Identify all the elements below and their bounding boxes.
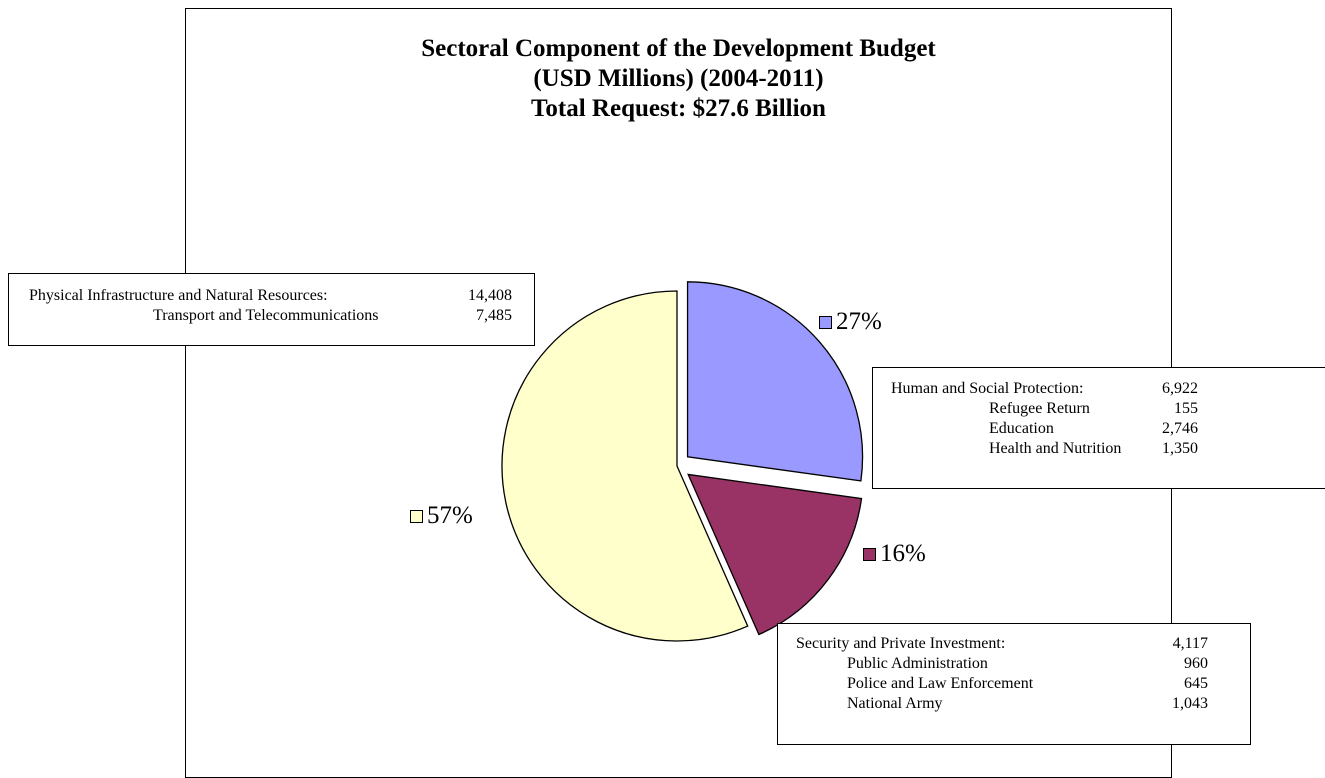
annotation-human-row-2-name: Education [989, 420, 1054, 437]
annotation-security-row-2-value: 645 [1184, 675, 1208, 692]
annotation-security-row-1-value: 960 [1184, 655, 1208, 672]
percent-label-physical-text: 57% [427, 502, 473, 529]
annotation-box-security: Security and Private Investment: 4,117 P… [777, 623, 1251, 745]
annotation-human-row-0-name: Human and Social Protection: [891, 380, 1084, 397]
percent-label-human-text: 27% [836, 308, 882, 335]
swatch-security [863, 547, 876, 561]
percent-label-physical: 57% [410, 502, 473, 530]
annotation-human-row-3-name: Health and Nutrition [989, 440, 1122, 457]
annotation-human-row-2-value: 2,746 [1162, 420, 1198, 437]
annotation-physical-row-0-name: Physical Infrastructure and Natural Reso… [29, 287, 328, 304]
swatch-physical [410, 509, 423, 523]
annotation-security-row-0-name: Security and Private Investment: [796, 635, 1006, 652]
chart-title-block: Sectoral Component of the Development Bu… [185, 34, 1172, 124]
annotation-box-human: Human and Social Protection: 6,922 Refug… [872, 367, 1325, 489]
annotation-security-row-3-value: 1,043 [1172, 695, 1208, 712]
annotation-security-row-3-name: National Army [847, 695, 943, 712]
percent-label-security-text: 16% [880, 540, 926, 567]
annotation-human-row-3-value: 1,350 [1162, 440, 1198, 457]
annotation-human-row-1-value: 155 [1174, 400, 1198, 417]
pie-slice-security [687, 473, 863, 636]
percent-label-security: 16% [863, 540, 926, 568]
chart-title: Sectoral Component of the Development Bu… [421, 35, 936, 62]
pie-slice-human [686, 281, 864, 482]
annotation-physical-row-1-name: Transport and Telecommunications [153, 307, 379, 324]
annotation-security-row-1-name: Public Administration [847, 655, 988, 672]
annotation-human-row-1-name: Refugee Return [989, 400, 1090, 417]
annotation-human-row-0-value: 6,922 [1162, 380, 1198, 397]
annotation-security-row-0-value: 4,117 [1172, 635, 1208, 652]
annotation-physical-row-1-value: 7,485 [476, 307, 512, 324]
chart-subtitle-total: Total Request: $27.6 Billion [531, 95, 826, 122]
chart-subtitle: (USD Millions) (2004-2011) [533, 65, 824, 92]
annotation-physical-row-0-value: 14,408 [468, 287, 512, 304]
pie-slice-physical [501, 290, 749, 642]
percent-label-human: 27% [819, 308, 882, 336]
annotation-security-row-2-name: Police and Law Enforcement [847, 675, 1034, 692]
annotation-box-physical: Physical Infrastructure and Natural Reso… [8, 273, 535, 346]
swatch-human [819, 315, 832, 329]
